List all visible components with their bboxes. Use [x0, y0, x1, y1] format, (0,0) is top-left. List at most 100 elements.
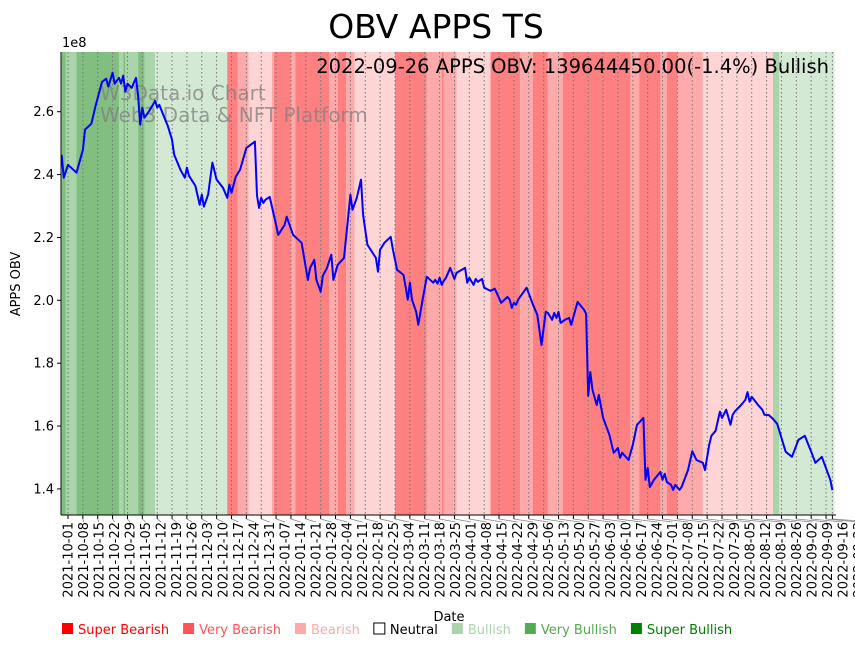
band-super-bearish: [562, 52, 631, 515]
x-tick-leader: [201, 518, 208, 523]
band-very-bearish: [426, 52, 442, 515]
x-tick-leader: [617, 518, 642, 523]
obv-line: [60, 71, 834, 491]
x-tick-label: 2022-09-09: [821, 522, 836, 598]
x-tick-leader: [513, 518, 534, 523]
x-tick-leader: [335, 518, 348, 523]
x-tick-leader: [171, 518, 177, 523]
legend-item-very-bearish: Very Bearish: [183, 623, 281, 638]
x-tick-leader: [156, 518, 162, 523]
band-very-bearish: [346, 52, 355, 515]
y-tick-label: 2.4: [33, 168, 54, 183]
legend-swatch: [373, 622, 386, 635]
band-very-bearish: [271, 52, 274, 515]
legend-item-bearish: Bearish: [294, 623, 360, 638]
x-tick-label: 2022-04-08: [480, 522, 495, 598]
x-tick-leader: [662, 518, 689, 523]
x-tick-label: 2021-11-26: [186, 522, 201, 598]
band-super-bearish: [273, 52, 291, 515]
y-tick-label: 2.2: [33, 231, 54, 246]
x-tick-label: 2022-05-27: [589, 522, 604, 598]
x-tick-label: 2022-09-23: [852, 522, 855, 598]
legend-swatch: [524, 623, 536, 634]
band-very-bullish: [125, 52, 139, 515]
x-tick-leader: [751, 518, 782, 523]
x-tick-leader: [603, 518, 627, 523]
x-tick-label: 2021-12-17: [232, 522, 247, 598]
x-tick-label: 2022-07-01: [666, 522, 681, 598]
band-very-bearish: [630, 52, 640, 515]
x-tick-leader: [142, 518, 146, 523]
x-tick-label: 2021-12-10: [217, 522, 232, 598]
x-tick-leader: [832, 518, 855, 522]
band-very-bearish: [290, 52, 296, 515]
x-tick-leader: [721, 518, 751, 523]
y-tick-label: 1.4: [33, 482, 54, 497]
x-tick-label: 2022-01-07: [279, 522, 294, 598]
x-tick-leader: [588, 518, 611, 523]
legend-swatch: [183, 623, 195, 634]
x-tick-label: 2022-07-22: [713, 522, 728, 598]
x-tick-label: 2021-10-08: [77, 522, 92, 598]
band-bearish: [354, 52, 395, 515]
x-tick-label: 2022-06-10: [620, 522, 635, 598]
x-tick-label: 2022-01-14: [294, 522, 309, 598]
x-tick-leader: [558, 518, 580, 523]
legend-label: Bearish: [311, 623, 360, 638]
x-tick-label: 2021-10-15: [93, 522, 108, 598]
legend-item-super-bearish: Super Bearish: [62, 623, 169, 638]
latest-value-annotation: 2022-09-26 APPS OBV: 139644450.00(-1.4%)…: [316, 55, 829, 78]
x-tick-label: 2021-11-19: [170, 522, 185, 598]
band-super-bearish: [533, 52, 548, 515]
x-tick-leader: [290, 518, 301, 523]
band-super-bearish: [639, 52, 661, 515]
x-tick-label: 2022-08-12: [759, 522, 774, 598]
x-tick-label: 2022-03-18: [434, 522, 449, 598]
x-tick-label: 2022-03-04: [403, 522, 418, 598]
band-very-bearish: [520, 52, 534, 515]
x-tick-leader: [498, 518, 518, 523]
legend-label: Neutral: [390, 623, 438, 638]
x-tick-label: 2022-07-29: [728, 522, 743, 598]
band-very-bearish: [660, 52, 667, 515]
x-tick-leader: [677, 518, 704, 523]
band-very-bearish: [547, 52, 563, 515]
x-tick-label: 2022-04-22: [511, 522, 526, 598]
x-tick-leader: [112, 518, 115, 523]
legend-swatch: [451, 623, 463, 634]
legend-label: Very Bearish: [199, 623, 281, 638]
legend-swatch: [630, 623, 642, 634]
x-tick-leader: [409, 518, 425, 523]
legend-swatch: [62, 623, 73, 634]
x-tick-leader: [454, 518, 472, 523]
x-tick-label: 2022-06-24: [651, 522, 666, 598]
x-tick-leader: [305, 518, 317, 523]
x-tick-label: 2022-02-11: [356, 522, 371, 598]
x-tick-leader: [127, 518, 131, 523]
band-very-bullish: [118, 52, 124, 515]
y-tick-label: 1.8: [33, 357, 54, 372]
x-axis-label: Date: [433, 610, 464, 625]
y-tick-label: 2.6: [33, 105, 54, 120]
x-tick-leader: [632, 518, 658, 523]
x-tick-label: 2022-02-25: [387, 522, 402, 598]
x-tick-leader: [825, 518, 855, 523]
x-tick-label: 2022-08-05: [744, 522, 759, 598]
x-tick-leader: [350, 518, 363, 523]
x-tick-label: 2021-10-29: [124, 522, 139, 598]
x-tick-leader: [469, 518, 487, 523]
x-tick-label: 2021-12-31: [263, 522, 278, 598]
x-tick-leader: [707, 518, 735, 523]
band-super-bearish: [295, 52, 330, 515]
x-tick-leader: [736, 518, 766, 523]
band-bullish: [779, 52, 835, 515]
legend-item-very-bullish: Very Bullish: [524, 623, 617, 638]
x-tick-leader: [573, 518, 596, 523]
x-tick-leader: [82, 518, 84, 523]
x-tick-label: 2021-10-22: [108, 522, 123, 598]
x-tick-leader: [216, 518, 224, 523]
x-tick-leader: [811, 518, 844, 523]
x-tick-label: 2022-09-02: [806, 522, 821, 598]
x-tick-label: 2022-06-17: [635, 522, 650, 598]
x-tick-leader: [394, 518, 410, 523]
